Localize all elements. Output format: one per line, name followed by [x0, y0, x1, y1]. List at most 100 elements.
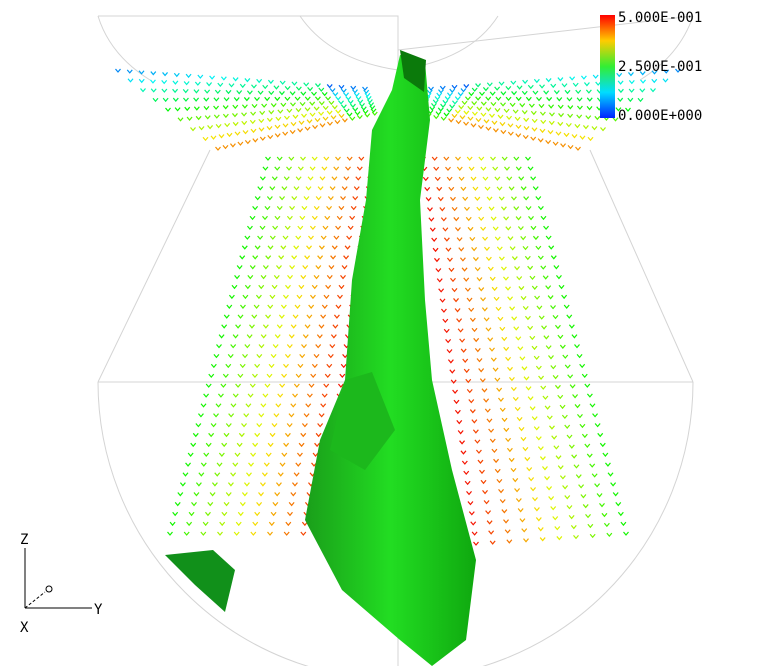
vector-arrow: [500, 266, 507, 271]
vector-arrow: [323, 294, 330, 300]
vector-arrow: [297, 128, 304, 133]
vector-arrow: [255, 294, 262, 300]
vector-arrow: [364, 113, 371, 118]
vector-arrow: [566, 97, 573, 102]
vector-arrow: [439, 298, 446, 303]
vector-arrow: [535, 436, 542, 441]
vector-arrow: [494, 468, 501, 474]
vector-arrow: [443, 237, 450, 242]
vector-arrow: [567, 144, 574, 150]
vector-arrow: [223, 314, 230, 319]
vector-arrow: [468, 399, 475, 404]
vector-arrow: [639, 88, 646, 93]
vector-arrow: [317, 255, 324, 260]
vector-arrow: [236, 442, 243, 448]
vector-arrow: [273, 85, 280, 90]
vector-arrow: [488, 206, 495, 211]
vector-arrow: [484, 186, 491, 191]
vector-arrow: [436, 186, 443, 192]
vector-arrow: [340, 104, 347, 109]
vector-arrow: [358, 156, 365, 161]
vector-arrow: [294, 96, 301, 101]
vector-arrow: [557, 121, 564, 127]
vector-arrow: [353, 186, 360, 191]
vector-arrow: [210, 135, 217, 140]
vector-arrow: [576, 114, 583, 119]
vector-arrow: [527, 166, 534, 171]
vector-arrow: [232, 121, 239, 127]
vector-arrow: [350, 205, 357, 211]
vector-arrow: [587, 523, 594, 529]
vector-arrow: [479, 91, 485, 97]
vector-arrow: [242, 130, 249, 135]
vector-arrow: [550, 255, 557, 260]
vector-arrow: [585, 89, 592, 94]
vector-arrow: [364, 92, 371, 98]
vector-arrow: [599, 503, 605, 508]
vector-arrow: [251, 103, 258, 109]
vector-arrow: [299, 215, 306, 221]
vector-arrow: [557, 77, 564, 82]
vector-arrow: [284, 225, 291, 231]
vector-arrow: [471, 419, 478, 424]
vector-arrow: [356, 166, 363, 171]
vector-arrow: [539, 84, 545, 89]
vector-arrow: [227, 482, 234, 487]
vector-arrow: [284, 96, 291, 102]
vector-arrow: [304, 96, 311, 101]
vector-arrow: [322, 105, 329, 111]
vector-arrow: [507, 123, 514, 128]
vector-arrow: [213, 105, 220, 110]
vector-arrow: [344, 245, 351, 250]
vector-arrow: [640, 79, 647, 84]
vector-arrow: [214, 89, 221, 95]
vector-arrow: [308, 383, 315, 388]
vector-arrow: [487, 266, 494, 272]
vector-arrow: [478, 156, 485, 161]
vector-arrow: [542, 275, 549, 280]
vector-arrow: [305, 403, 312, 408]
vector-arrow: [472, 257, 479, 262]
vector-arrow: [293, 472, 300, 477]
vector-arrow: [594, 483, 601, 488]
vector-arrow: [237, 141, 244, 146]
vector-arrow: [259, 136, 266, 141]
vector-arrow: [331, 105, 338, 110]
vector-arrow: [478, 124, 484, 130]
vector-arrow: [427, 207, 433, 212]
vector-arrow: [459, 440, 466, 445]
vector-arrow: [283, 363, 289, 369]
vector-arrow: [547, 130, 554, 135]
vector-arrow: [275, 116, 282, 122]
vector-arrow: [355, 96, 362, 101]
vector-arrow: [503, 427, 510, 433]
vector-arrow: [433, 166, 440, 172]
vector-arrow: [203, 97, 210, 102]
vector-arrow: [243, 97, 250, 102]
vector-arrow: [464, 287, 471, 292]
vector-arrow: [267, 304, 274, 309]
vector-arrow: [298, 120, 305, 125]
vector-arrow: [262, 215, 268, 221]
vector-arrow: [513, 206, 520, 211]
vector-arrow: [440, 116, 447, 121]
vector-arrow: [511, 256, 518, 261]
vector-arrow: [335, 304, 342, 309]
vector-arrow: [149, 79, 156, 84]
vector-arrow: [607, 472, 614, 477]
vector-arrow: [556, 97, 563, 102]
vector-arrow: [174, 502, 181, 507]
vector-arrow: [245, 403, 252, 408]
vector-arrow: [324, 373, 331, 379]
vector-arrow: [515, 96, 522, 102]
vector-arrow: [466, 297, 473, 302]
vector-arrow: [574, 404, 581, 409]
vector-arrow: [264, 205, 271, 211]
vector-arrow: [516, 85, 523, 90]
vector-arrow: [292, 393, 299, 398]
vector-arrow: [506, 115, 513, 121]
vector-arrow: [184, 106, 191, 112]
vector-arrow: [140, 88, 146, 93]
vector-arrow: [338, 100, 344, 105]
vector-arrow: [480, 101, 487, 106]
